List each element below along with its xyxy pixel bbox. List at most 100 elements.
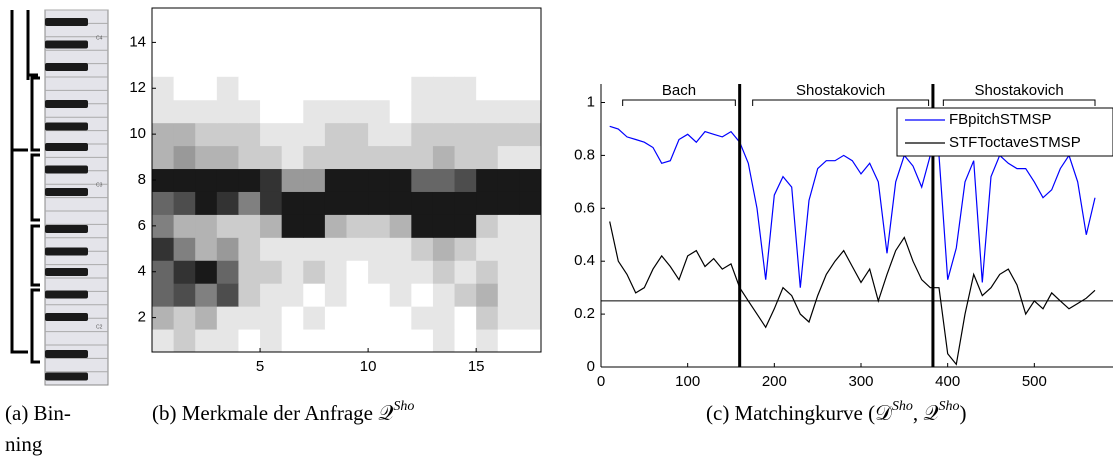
heat-cell bbox=[411, 99, 434, 124]
heat-cell bbox=[152, 237, 175, 261]
heat-cell bbox=[152, 214, 175, 238]
heat-cell bbox=[238, 99, 261, 124]
heat-cell bbox=[519, 283, 541, 307]
y-tick-label: 2 bbox=[138, 309, 146, 326]
black-key bbox=[45, 372, 88, 381]
heat-cell bbox=[497, 214, 520, 238]
heat-cell bbox=[195, 214, 218, 238]
heat-cell bbox=[260, 76, 283, 101]
heat-cell bbox=[281, 191, 304, 215]
heat-cell bbox=[152, 329, 175, 352]
bracket bbox=[30, 153, 40, 222]
heat-cell bbox=[432, 237, 456, 261]
heat-cell bbox=[519, 260, 541, 284]
heat-cell bbox=[303, 99, 326, 124]
black-key bbox=[45, 143, 88, 151]
heat-cell bbox=[368, 76, 391, 101]
heat-cell bbox=[346, 76, 369, 101]
heat-cell bbox=[454, 283, 477, 307]
heat-cell bbox=[303, 145, 326, 170]
heat-cell bbox=[389, 122, 412, 147]
heat-cell bbox=[195, 76, 218, 101]
caption-text: 𝒟 bbox=[875, 401, 892, 425]
heat-cell bbox=[281, 329, 304, 352]
heat-cell bbox=[216, 260, 239, 284]
heat-cell bbox=[173, 329, 196, 352]
series-line bbox=[609, 221, 1096, 366]
heat-cell bbox=[324, 306, 347, 330]
heat-cell bbox=[432, 168, 456, 192]
heat-cell bbox=[303, 283, 326, 307]
heat-cell bbox=[238, 214, 261, 238]
x-tick-label: 5 bbox=[256, 358, 264, 375]
heat-cell bbox=[411, 283, 434, 307]
heat-cell bbox=[368, 306, 391, 330]
heat-cell bbox=[281, 122, 304, 147]
heat-cell bbox=[195, 260, 218, 284]
legend-box bbox=[896, 107, 1113, 157]
heat-cell bbox=[497, 283, 520, 307]
heat-cell bbox=[519, 76, 541, 101]
black-key bbox=[45, 225, 88, 233]
heat-cell bbox=[411, 306, 434, 330]
heat-cell bbox=[368, 145, 391, 170]
heat-cell bbox=[195, 237, 218, 261]
heat-cell bbox=[281, 145, 304, 170]
heat-cell bbox=[260, 191, 283, 215]
heat-cell bbox=[519, 99, 541, 124]
heat-cell bbox=[454, 99, 477, 124]
heat-cell bbox=[324, 329, 347, 352]
black-key bbox=[45, 40, 88, 49]
keyboard bbox=[44, 9, 109, 386]
heat-cell bbox=[368, 237, 391, 261]
x-tick-label: 10 bbox=[360, 358, 377, 375]
y-tick-label: 0 bbox=[587, 358, 595, 375]
heat-cell bbox=[497, 306, 520, 330]
legend-label: STFToctaveSTMSP bbox=[949, 134, 1081, 151]
heat-cell bbox=[476, 329, 499, 352]
heat-cell bbox=[411, 76, 434, 101]
heat-cell bbox=[411, 145, 434, 170]
heat-cell bbox=[368, 191, 391, 215]
caption-text: 𝒬 bbox=[923, 401, 938, 425]
heat-cell bbox=[497, 260, 520, 284]
heat-cell bbox=[216, 329, 239, 352]
heat-cell bbox=[497, 76, 520, 101]
heat-cell bbox=[346, 99, 369, 124]
heat-cell bbox=[152, 76, 175, 101]
heat-cell bbox=[346, 283, 369, 307]
heat-cell bbox=[411, 329, 434, 352]
heat-cell bbox=[260, 145, 283, 170]
heat-cell bbox=[476, 76, 499, 101]
heat-cell bbox=[173, 145, 196, 170]
caption-superscript: Sho bbox=[393, 399, 414, 414]
heat-cell bbox=[454, 145, 477, 170]
heat-cell bbox=[216, 191, 239, 215]
heat-cell bbox=[454, 306, 477, 330]
heat-cell bbox=[195, 145, 218, 170]
heat-cell bbox=[389, 191, 412, 215]
heat-cell bbox=[281, 214, 304, 238]
heat-cell bbox=[368, 122, 391, 147]
heat-cell bbox=[497, 329, 520, 352]
heat-cell bbox=[519, 306, 541, 330]
heat-cell bbox=[411, 260, 434, 284]
heat-cell bbox=[152, 306, 175, 330]
caption-superscript: Sho bbox=[892, 399, 913, 414]
heat-cell bbox=[476, 283, 499, 307]
heat-cell bbox=[476, 306, 499, 330]
black-key bbox=[45, 63, 88, 71]
heat-cell bbox=[324, 191, 347, 215]
caption-text: , bbox=[913, 401, 924, 425]
plot-area bbox=[609, 125, 1096, 366]
heat-cell bbox=[454, 214, 477, 238]
heat-cell bbox=[324, 260, 347, 284]
caption: (b) Merkmale der Anfrage 𝒬Sho bbox=[152, 399, 414, 425]
heat-cell bbox=[216, 283, 239, 307]
caption-text: 𝒬 bbox=[378, 401, 393, 425]
section-bracket bbox=[622, 99, 736, 106]
heat-cell bbox=[324, 76, 347, 101]
heat-cell bbox=[432, 191, 456, 215]
section-bracket bbox=[752, 99, 930, 106]
heat-cell bbox=[432, 306, 456, 330]
